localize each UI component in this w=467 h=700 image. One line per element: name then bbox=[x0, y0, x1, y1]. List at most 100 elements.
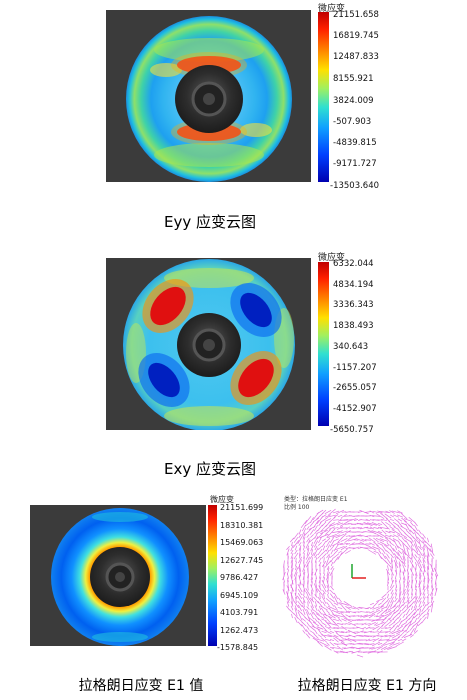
strain-vector bbox=[301, 524, 307, 532]
strain-vector bbox=[306, 621, 310, 627]
strain-vector bbox=[402, 596, 406, 604]
strain-vector bbox=[343, 519, 353, 521]
strain-vector bbox=[317, 634, 323, 638]
strain-vector bbox=[376, 625, 384, 631]
strain-vector bbox=[302, 536, 306, 544]
strain-vector bbox=[336, 526, 344, 530]
strain-vector bbox=[290, 553, 294, 559]
exy-tick-label: -4152.907 bbox=[333, 404, 377, 414]
e1-direction-caption: 拉格朗日应变 E1 方向 bbox=[297, 678, 437, 694]
strain-vector bbox=[384, 537, 392, 543]
strain-vector bbox=[373, 601, 379, 607]
strain-vector bbox=[373, 622, 379, 626]
strain-vector bbox=[294, 593, 298, 599]
strain-vector bbox=[329, 601, 335, 607]
strain-vector bbox=[367, 522, 377, 526]
strain-vector bbox=[340, 538, 348, 542]
strain-vector bbox=[402, 543, 406, 553]
strain-vector bbox=[365, 518, 371, 522]
strain-vector bbox=[396, 545, 404, 551]
strain-vector bbox=[311, 581, 313, 587]
strain-vector bbox=[325, 540, 331, 548]
strain-vector bbox=[308, 537, 316, 543]
strain-vector bbox=[352, 619, 360, 621]
strain-vector bbox=[355, 538, 365, 542]
strain-vector bbox=[433, 567, 439, 577]
e1-direction-header: 类型：拉格朗日应变 E1 bbox=[284, 496, 348, 503]
strain-vector bbox=[365, 638, 371, 642]
strain-vector bbox=[333, 527, 339, 529]
strain-vector bbox=[329, 545, 335, 551]
strain-vector bbox=[359, 635, 369, 637]
strain-vector bbox=[402, 591, 406, 601]
strain-vector bbox=[398, 597, 402, 603]
strain-vector bbox=[312, 621, 320, 627]
strain-vector bbox=[393, 625, 399, 631]
strain-vector bbox=[310, 534, 314, 538]
strain-vector bbox=[409, 625, 415, 631]
strain-vector bbox=[322, 545, 326, 551]
strain-vector bbox=[384, 534, 392, 538]
strain-vector bbox=[413, 613, 419, 619]
strain-vector bbox=[390, 553, 394, 559]
strain-vector bbox=[397, 638, 403, 642]
strain-vector bbox=[314, 545, 318, 551]
strain-vector bbox=[348, 606, 356, 610]
strain-vector bbox=[318, 542, 322, 546]
strain-vector bbox=[411, 589, 413, 595]
exy-tick-label: 6332.044 bbox=[333, 259, 374, 269]
strain-vector bbox=[292, 540, 300, 548]
strain-vector bbox=[405, 580, 411, 588]
strain-vector bbox=[406, 547, 410, 557]
strain-vector bbox=[321, 630, 327, 634]
e1-tick-label: 9786.427 bbox=[220, 573, 259, 582]
strain-vector bbox=[316, 512, 324, 520]
strain-vector bbox=[410, 547, 414, 557]
strain-vector bbox=[314, 553, 318, 559]
strain-vector bbox=[329, 537, 335, 543]
strain-vector bbox=[341, 605, 347, 611]
strain-vector bbox=[389, 584, 395, 592]
strain-vector bbox=[321, 634, 327, 638]
strain-vector bbox=[307, 585, 309, 591]
strain-vector bbox=[391, 557, 393, 563]
strain-vector bbox=[309, 552, 315, 560]
strain-vector bbox=[431, 585, 433, 591]
strain-vector bbox=[372, 606, 380, 610]
strain-vector bbox=[397, 549, 403, 555]
strain-vector bbox=[324, 638, 332, 642]
strain-vector bbox=[351, 534, 361, 538]
strain-vector bbox=[337, 518, 343, 522]
strain-vector bbox=[385, 518, 391, 522]
strain-vector bbox=[429, 548, 435, 556]
strain-vector bbox=[310, 599, 314, 609]
strain-vector bbox=[422, 557, 426, 563]
strain-vector bbox=[302, 630, 306, 634]
strain-vector bbox=[397, 525, 403, 531]
strain-vector bbox=[418, 580, 422, 588]
strain-vector bbox=[408, 524, 416, 532]
strain-vector bbox=[422, 533, 426, 539]
strain-vector bbox=[293, 552, 299, 560]
strain-vector bbox=[379, 613, 389, 619]
strain-vector bbox=[390, 589, 394, 595]
strain-vector bbox=[418, 600, 422, 608]
strain-vector bbox=[314, 525, 318, 531]
strain-vector bbox=[332, 647, 340, 649]
strain-vector bbox=[348, 622, 356, 626]
strain-vector bbox=[395, 585, 397, 591]
strain-vector bbox=[410, 541, 414, 547]
strain-vector bbox=[402, 564, 406, 572]
exy-tick-label: 3336.343 bbox=[333, 300, 374, 310]
strain-vector bbox=[297, 535, 303, 545]
strain-vector bbox=[375, 513, 385, 519]
strain-vector bbox=[430, 543, 434, 553]
strain-vector bbox=[330, 557, 334, 563]
strain-vector bbox=[344, 537, 352, 543]
exy-contour-plot bbox=[106, 258, 311, 430]
strain-vector bbox=[308, 526, 316, 530]
strain-vector bbox=[312, 637, 320, 643]
strain-vector bbox=[337, 607, 343, 609]
strain-vector bbox=[348, 610, 356, 614]
eyy-tick-label: 8155.921 bbox=[333, 74, 374, 84]
